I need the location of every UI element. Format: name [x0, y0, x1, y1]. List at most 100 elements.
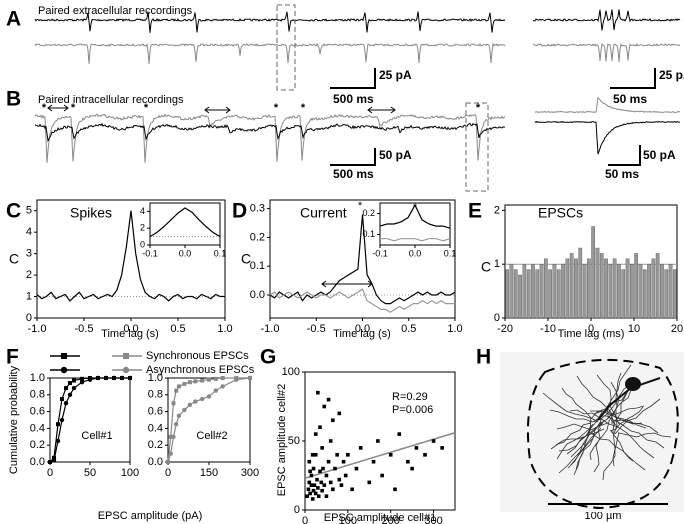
y-tick-label: 2: [494, 204, 500, 216]
x-tick-label: 50: [84, 467, 96, 479]
point: [331, 418, 335, 423]
marker: [80, 376, 84, 381]
bar: [642, 269, 647, 319]
marker: [213, 388, 219, 393]
dendrites: [542, 364, 672, 481]
x-tick-label: 1.0: [217, 323, 232, 335]
point: [371, 459, 376, 464]
x-tick-label: -0.5: [307, 323, 326, 335]
point: [406, 459, 410, 464]
x-axis-label: Time lag (s): [101, 328, 159, 340]
scale-label: 50 pA: [379, 148, 412, 162]
bar: [608, 263, 613, 319]
panel-label: H: [476, 346, 491, 369]
bar: [513, 269, 518, 319]
point: [380, 473, 384, 478]
bar: [522, 263, 527, 319]
bar: [655, 253, 660, 319]
x-axis-label: EPSC amplitude (pA): [98, 510, 203, 522]
y-tick-label: 0.4: [148, 422, 163, 434]
recording-title: Paired extracellular reccordings: [38, 5, 193, 17]
bar: [595, 247, 600, 319]
y-tick-label: 2: [140, 223, 145, 233]
x-tick-label: 0: [165, 467, 171, 479]
y-tick-label: 0: [140, 239, 145, 249]
point: [339, 483, 344, 487]
event-star: *: [274, 102, 279, 114]
point: [309, 473, 314, 478]
marker: [63, 401, 69, 406]
marker: [174, 422, 179, 427]
marker: [67, 392, 73, 397]
x-tick-label: 1.0: [447, 323, 462, 335]
y-tick-label: 0.0: [30, 456, 45, 468]
trace: [34, 122, 506, 143]
point: [312, 483, 317, 487]
point: [322, 483, 327, 487]
marker: [182, 381, 187, 386]
annotation: Cell#2: [196, 430, 227, 442]
scale-label: 25 pA: [659, 68, 684, 82]
marker: [51, 458, 57, 463]
marker: [171, 401, 176, 406]
point: [311, 488, 316, 493]
scale-bar: [610, 68, 656, 89]
point: [320, 488, 324, 493]
scale-label: 500 ms: [333, 167, 374, 181]
bar: [638, 263, 643, 319]
x-axis-label: EPSC amplitude cell#1: [324, 512, 437, 524]
marker: [168, 451, 173, 456]
bar: [664, 269, 669, 319]
marker: [119, 375, 125, 381]
point: [393, 487, 397, 492]
x-tick-label: 150: [200, 467, 218, 479]
x-tick-label: -0.1: [372, 248, 388, 258]
scale-label: 50 ms: [613, 92, 647, 106]
point: [305, 494, 309, 498]
point: [397, 432, 402, 436]
bar: [544, 258, 548, 319]
x-tick-label: -1.0: [28, 323, 47, 335]
legend-marker: [122, 366, 130, 374]
event-star: *: [301, 102, 306, 114]
bar: [574, 258, 578, 319]
point: [335, 453, 339, 457]
y-tick-label: 0.4: [30, 422, 45, 434]
bar: [604, 258, 608, 319]
series-line: [36, 210, 225, 302]
y-tick-label: 100: [282, 366, 300, 378]
point: [315, 477, 319, 482]
marker: [220, 376, 225, 380]
y-tick-label: 0: [26, 312, 32, 324]
x-axis-label: Time lag (s): [333, 328, 391, 340]
panel-label: E: [468, 200, 482, 223]
trace: [534, 96, 681, 114]
point: [307, 480, 312, 485]
series-line: [269, 288, 455, 313]
trace: [34, 113, 506, 163]
scale-bar: [608, 145, 641, 166]
point: [414, 446, 419, 450]
point: [310, 453, 315, 457]
event-star: *: [42, 102, 47, 114]
marker: [176, 384, 181, 389]
double-arrow: [47, 104, 69, 112]
point: [328, 480, 333, 485]
point: [311, 466, 316, 471]
bar: [651, 258, 656, 319]
y-tick-label: 0.2: [148, 439, 163, 451]
bar: [647, 263, 651, 319]
scale-bar: [330, 68, 376, 89]
bar: [625, 258, 630, 319]
bar: [582, 263, 587, 319]
point: [346, 453, 350, 457]
x-tick-label: 100: [339, 515, 357, 524]
point: [313, 491, 318, 496]
marker: [213, 376, 218, 381]
point: [367, 480, 372, 485]
point: [333, 466, 337, 471]
legend-marker: [61, 353, 67, 359]
x-tick-label: 0.5: [170, 323, 185, 335]
marker: [176, 413, 182, 418]
bar: [599, 253, 604, 319]
